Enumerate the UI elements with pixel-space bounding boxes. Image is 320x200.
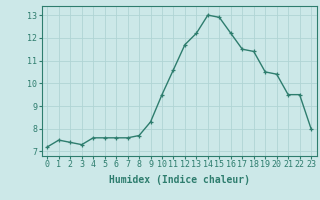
X-axis label: Humidex (Indice chaleur): Humidex (Indice chaleur) (109, 175, 250, 185)
